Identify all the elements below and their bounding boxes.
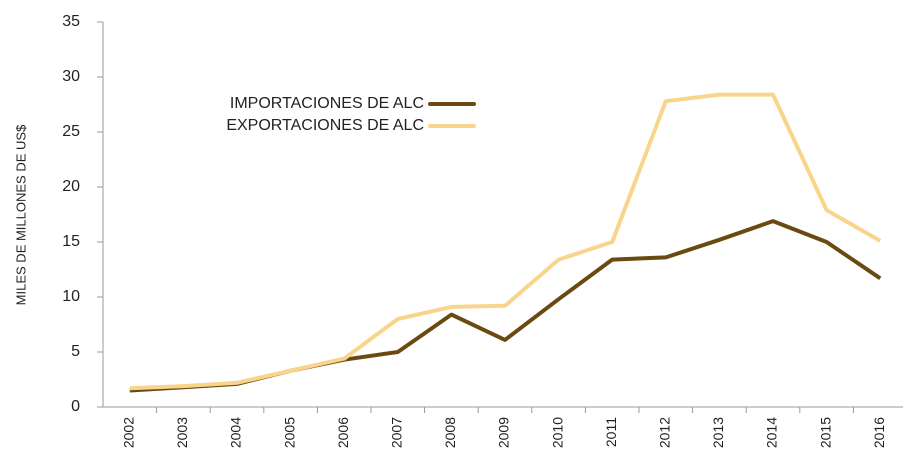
y-tick-label: 30 — [62, 68, 80, 85]
y-tick-label: 15 — [62, 233, 80, 250]
x-tick-label: 2007 — [389, 417, 405, 448]
legend-label: IMPORTACIONES DE ALC — [230, 95, 424, 112]
y-tick-label: 0 — [71, 398, 80, 415]
series-line — [129, 92, 882, 391]
y-tick-label: 10 — [62, 288, 80, 305]
y-tick-label: 20 — [62, 178, 80, 195]
x-tick-label: 2005 — [281, 417, 297, 448]
x-tick-label: 2013 — [710, 417, 726, 448]
y-tick-label: 5 — [71, 343, 80, 360]
x-tick-label: 2016 — [871, 417, 887, 448]
x-tick-label: 2008 — [442, 417, 458, 448]
x-tick-label: 2012 — [657, 417, 673, 448]
y-tick-label: 25 — [62, 123, 80, 140]
x-tick-label: 2014 — [764, 417, 780, 448]
y-axis-label: MILES DE MILLONES DE US$ — [13, 124, 28, 305]
x-tick-label: 2011 — [603, 417, 619, 447]
x-tick-label: 2015 — [817, 417, 833, 448]
x-tick-label: 2006 — [335, 417, 351, 448]
x-tick-label: 2010 — [549, 417, 565, 448]
x-tick-label: 2003 — [174, 417, 190, 448]
x-tick-label: 2002 — [121, 417, 137, 448]
y-tick-label: 35 — [62, 13, 80, 30]
x-tick-label: 2004 — [228, 417, 244, 448]
x-tick-label: 2009 — [496, 417, 512, 448]
legend-label: EXPORTACIONES DE ALC — [226, 117, 424, 134]
